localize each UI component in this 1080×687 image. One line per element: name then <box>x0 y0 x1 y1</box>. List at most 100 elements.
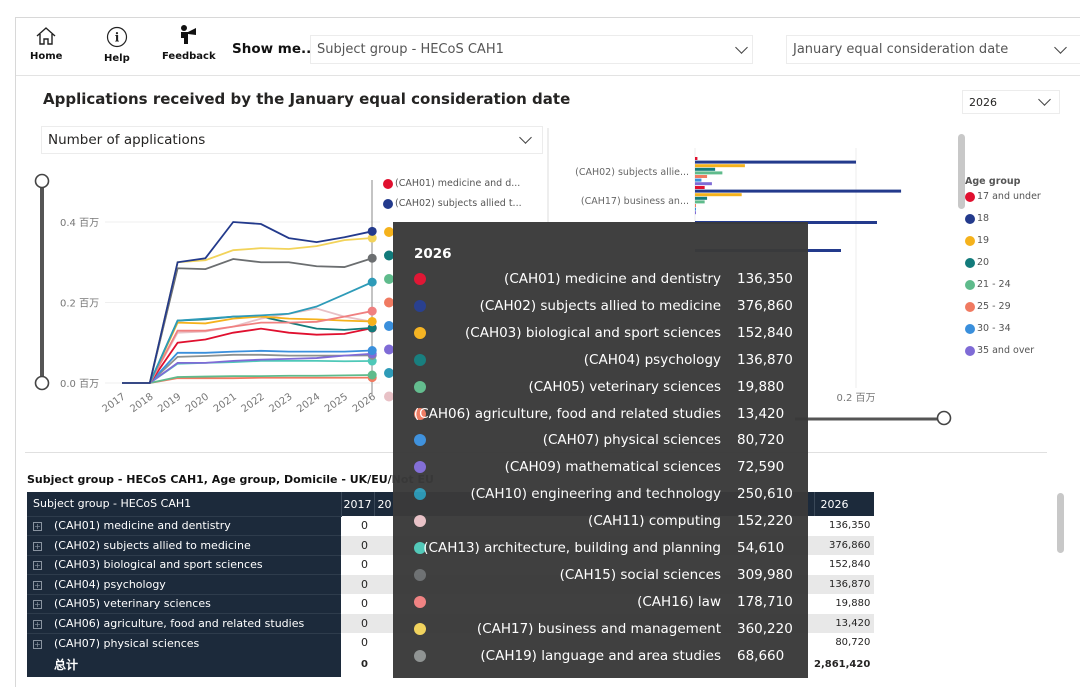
expand-icon[interactable]: + <box>33 522 42 532</box>
tooltip-value: 13,420 <box>737 405 785 422</box>
x-tick-label: 2024 <box>295 391 322 415</box>
series-color-dot <box>414 595 426 608</box>
bar-0-4 <box>695 171 723 175</box>
series-point-cah17 <box>367 233 377 243</box>
tooltip-row: (CAH10) engineering and technology 250,61… <box>393 481 808 507</box>
tooltip-value: 136,350 <box>737 271 793 287</box>
series-color-dot <box>414 568 426 581</box>
bar-0-7 <box>695 182 712 186</box>
column-header[interactable]: Subject group - HECoS CAH1 <box>33 497 192 511</box>
home-button[interactable]: Home <box>30 26 62 62</box>
tooltip-value: 136,870 <box>737 351 793 368</box>
tooltip-label: (CAH01) medicine and dentistry <box>504 271 721 287</box>
bar-1-5 <box>695 204 696 207</box>
series-color-dot <box>414 326 426 339</box>
series-color-dot <box>414 488 426 501</box>
bar-0-3 <box>695 167 716 171</box>
legend-dot <box>965 213 975 224</box>
legend-item[interactable]: (CAH02) subjects allied t... <box>383 198 522 209</box>
series-color-dot <box>414 273 426 285</box>
measure-value: Number of applications <box>48 132 206 148</box>
legend-item[interactable]: 17 and under <box>965 191 1041 202</box>
tooltip-label: (CAH09) mathematical sciences <box>504 459 721 476</box>
expand-icon[interactable]: + <box>33 541 42 551</box>
help-button[interactable]: i Help <box>104 26 130 64</box>
cell-2017: 0 <box>341 574 374 594</box>
series-point-cah16 <box>367 306 377 316</box>
subject-group-dropdown[interactable]: Subject group - HECoS CAH1 <box>310 35 753 64</box>
home-icon <box>36 27 56 45</box>
tooltip-value: 80,720 <box>737 432 785 449</box>
home-label: Home <box>30 51 63 62</box>
table-title: Subject group - HECoS CAH1, Age group, D… <box>27 473 434 486</box>
tooltip-row: (CAH11) computing 152,220 <box>393 508 808 534</box>
chevron-down-icon <box>1038 93 1051 106</box>
info-icon: i <box>106 26 127 48</box>
chevron-down-icon <box>519 131 532 144</box>
range-slider-handle-top <box>34 173 50 189</box>
tooltip-row: (CAH01) medicine and dentistry 136,350 <box>393 266 808 292</box>
measure-dropdown[interactable]: Number of applications <box>41 126 543 154</box>
tooltip-row: (CAH16) law 178,710 <box>393 589 808 615</box>
legend-item[interactable]: 30 - 34 <box>965 323 1041 334</box>
tooltip-label: (CAH11) computing <box>588 513 721 530</box>
show-me-label: Show me... <box>232 41 317 57</box>
tooltip-label: (CAH17) business and management <box>476 620 721 637</box>
tooltip-row: (CAH13) architecture, building and plann… <box>393 535 808 561</box>
x-tick-label: 0.2 百万 <box>836 392 875 404</box>
toolbar <box>16 18 1080 76</box>
legend-item[interactable]: 25 - 29 <box>965 301 1041 312</box>
expand-icon[interactable]: + <box>33 600 42 610</box>
series-point-cah10 <box>367 277 377 287</box>
cell-2026: 152,840 <box>814 555 875 575</box>
legend-item[interactable]: (CAH01) medicine and d... <box>383 178 522 189</box>
tooltip-value: 376,860 <box>737 297 793 314</box>
tooltip-row: (CAH09) mathematical sciences 72,590 <box>393 454 808 480</box>
bar-0-5 <box>695 175 708 178</box>
row-label: (CAH06) agriculture, food and related st… <box>54 616 305 630</box>
expand-icon[interactable]: + <box>33 619 42 629</box>
subject-group-value: Subject group - HECoS CAH1 <box>317 42 504 57</box>
tooltip-row: (CAH07) physical sciences 80,720 <box>393 427 808 453</box>
series-color-dot <box>414 353 426 366</box>
tooltip-row: (CAH06) agriculture, food and related st… <box>393 401 808 427</box>
column-header[interactable]: 20 <box>373 492 394 516</box>
y-tick-label: 0.0 百万 <box>60 378 99 390</box>
tooltip-label: (CAH02) subjects allied to medicine <box>479 297 721 314</box>
feedback-button[interactable]: Feedback <box>162 24 216 62</box>
help-label: Help <box>104 53 130 64</box>
total-2017: 0 <box>361 659 368 670</box>
tooltip-label: (CAH06) agriculture, food and related st… <box>413 405 721 422</box>
date-dropdown[interactable]: January equal consideration date <box>786 35 1080 64</box>
tooltip-label: (CAH19) language and area studies <box>480 647 721 664</box>
chevron-down-icon <box>1054 40 1067 54</box>
column-header[interactable]: 2026 <box>813 492 875 516</box>
expand-icon[interactable]: + <box>33 639 42 649</box>
bar-0-2 <box>695 164 745 168</box>
year-dropdown[interactable]: 2026 <box>962 90 1060 114</box>
chevron-down-icon <box>735 40 748 54</box>
y-tick-label: 0.2 百万 <box>60 298 99 310</box>
bar-chart-scrollbar[interactable] <box>958 134 965 209</box>
series-point-cah07 <box>367 346 377 356</box>
tooltip-value: 72,590 <box>737 459 785 476</box>
cell-2026: 136,350 <box>814 516 875 536</box>
expand-icon[interactable]: + <box>33 561 42 571</box>
legend-item[interactable]: 21 - 24 <box>965 279 1041 290</box>
tooltip-value: 250,610 <box>737 486 793 503</box>
series-color-dot <box>414 380 426 393</box>
row-label: (CAH01) medicine and dentistry <box>54 519 231 533</box>
legend-item[interactable]: 19 <box>965 235 1041 246</box>
column-header[interactable]: 2017 <box>340 492 374 516</box>
legend-item[interactable]: 18 <box>965 213 1041 224</box>
bar-0-6 <box>695 178 702 182</box>
feedback-label: Feedback <box>162 51 216 62</box>
legend-item[interactable]: 35 and over <box>965 345 1041 356</box>
tooltip-row: (CAH02) subjects allied to medicine 376,8… <box>393 293 808 319</box>
expand-icon[interactable]: + <box>33 580 42 590</box>
series-line-cah16 <box>122 310 373 384</box>
legend-dot <box>383 178 393 189</box>
table-scrollbar[interactable] <box>1057 493 1064 553</box>
range-slider-handle-bottom <box>34 375 50 391</box>
legend-item[interactable]: 20 <box>965 257 1041 268</box>
